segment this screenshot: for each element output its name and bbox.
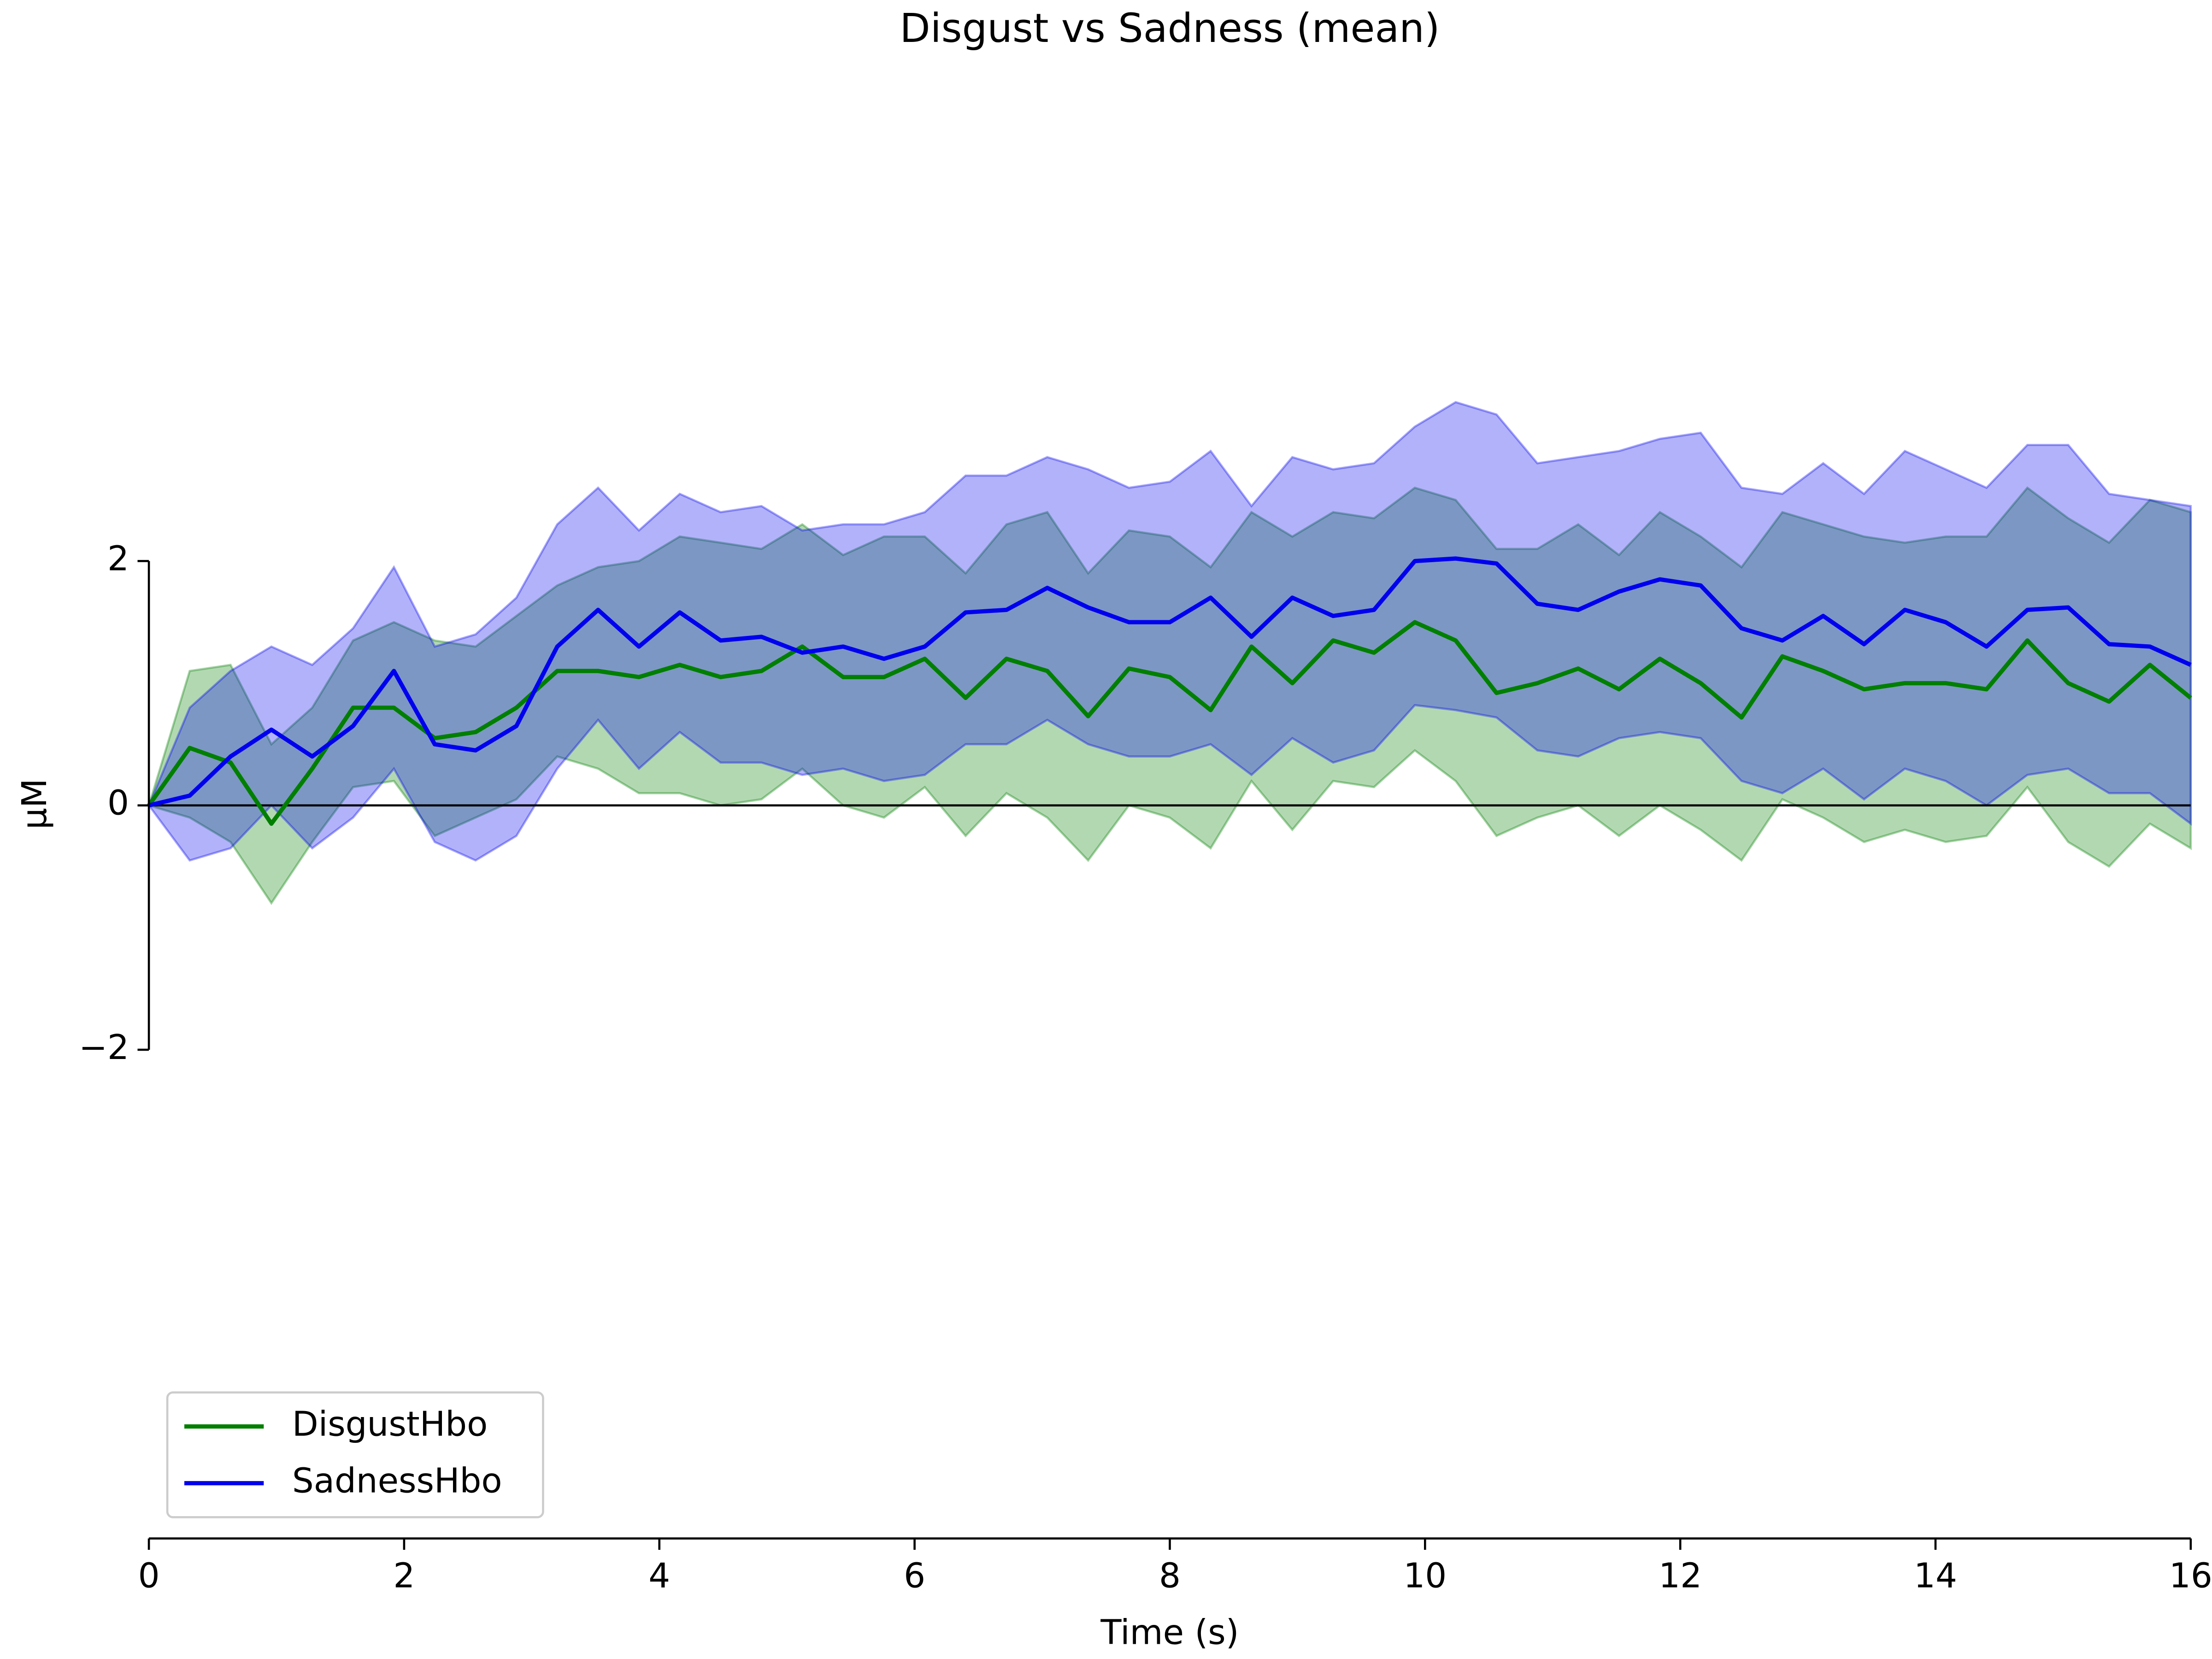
x-tick-label: 10: [1403, 1556, 1447, 1596]
y-tick-label: −2: [79, 1028, 129, 1067]
legend: DisgustHbo SadnessHbo: [166, 1391, 544, 1518]
legend-label: SadnessHbo: [292, 1461, 502, 1500]
series-line: [148, 556, 2192, 808]
x-tick-label: 8: [1159, 1556, 1181, 1596]
y-axis-label: µM: [15, 778, 54, 830]
legend-box: [166, 1391, 544, 1518]
confidence-band: [147, 486, 2192, 905]
x-axis-label: Time (s): [1100, 1613, 1239, 1653]
x-tick-label: 16: [2169, 1556, 2212, 1596]
y-tick-label: 0: [107, 783, 129, 823]
series-line: [147, 620, 2192, 826]
x-tick-label: 2: [393, 1556, 415, 1596]
x-tick-label: 4: [648, 1556, 670, 1596]
x-tick-label: 0: [138, 1556, 160, 1596]
chart-title: Disgust vs Sadness (mean): [900, 6, 1440, 52]
y-tick-label: 2: [107, 539, 129, 578]
x-tick-label: 14: [1914, 1556, 1957, 1596]
legend-label: DisgustHbo: [292, 1404, 488, 1444]
x-tick-label: 6: [904, 1556, 925, 1596]
confidence-band: [147, 401, 2192, 862]
x-tick-label: 12: [1659, 1556, 1702, 1596]
